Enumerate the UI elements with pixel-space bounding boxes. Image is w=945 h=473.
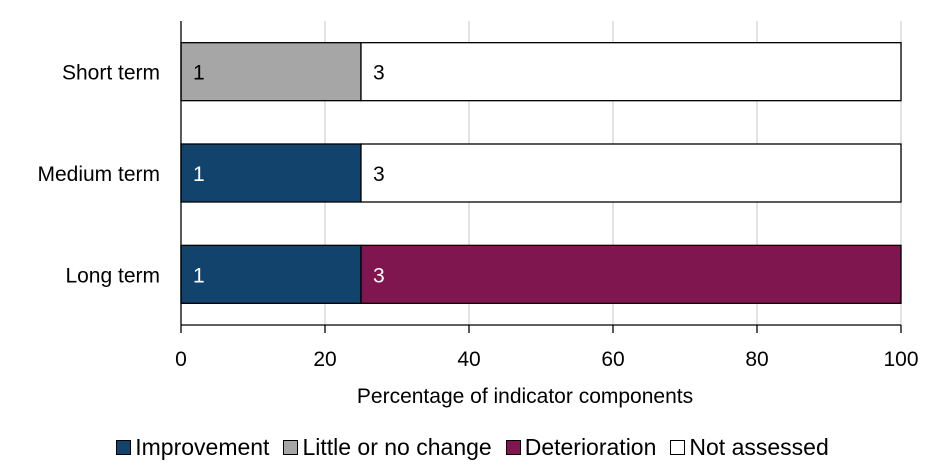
bar-1-3 xyxy=(360,143,902,203)
legend: Improvement Little or no change Deteriorat… xyxy=(0,430,945,464)
data-label-2-0: 1 xyxy=(193,264,205,287)
bar-2-2 xyxy=(360,244,902,304)
data-label-0-1: 1 xyxy=(193,62,205,85)
x-tick-label-2: 40 xyxy=(457,348,480,371)
x-tick-label-4: 80 xyxy=(745,348,768,371)
x-tick-label-0: 0 xyxy=(175,348,187,371)
legend-item-0: Improvement xyxy=(116,434,269,461)
legend-swatch-2 xyxy=(505,439,521,455)
chart-plot: 1 3 Short term 1 3 Medium term 1 3 Long term 0 20 4… xyxy=(37,21,919,408)
legend-label-3: Not assessed xyxy=(689,433,829,460)
legend-swatch-1 xyxy=(283,439,299,455)
data-label-2-2: 3 xyxy=(373,264,385,287)
x-tick-label-3: 60 xyxy=(601,348,624,371)
legend-item-2: Deterioration xyxy=(505,433,657,461)
x-tick-label-1: 20 xyxy=(313,348,336,371)
bar-2-0 xyxy=(180,244,362,304)
bar-0-1 xyxy=(180,42,362,102)
legend-label-1: Little or no change xyxy=(302,433,492,460)
legend-swatch-0 xyxy=(116,439,132,455)
legend-label-0: Improvement xyxy=(135,433,270,460)
x-tick-label-5: 100 xyxy=(883,348,918,371)
legend-item-1: Little or no change xyxy=(283,433,492,461)
x-axis-title: Percentage of indicator components xyxy=(357,385,693,408)
legend-swatch-3 xyxy=(670,439,686,455)
data-label-1-3: 3 xyxy=(373,163,385,186)
data-label-0-3: 3 xyxy=(373,62,385,85)
legend-label-2: Deterioration xyxy=(524,433,657,460)
legend-item-3: Not assessed xyxy=(670,433,829,461)
category-label-2: Long term xyxy=(65,264,160,287)
bar-0-3 xyxy=(360,42,902,102)
category-label-0: Short term xyxy=(62,62,160,85)
data-label-1-0: 1 xyxy=(193,163,205,186)
bar-1-0 xyxy=(180,143,362,203)
category-label-1: Medium term xyxy=(37,163,160,186)
